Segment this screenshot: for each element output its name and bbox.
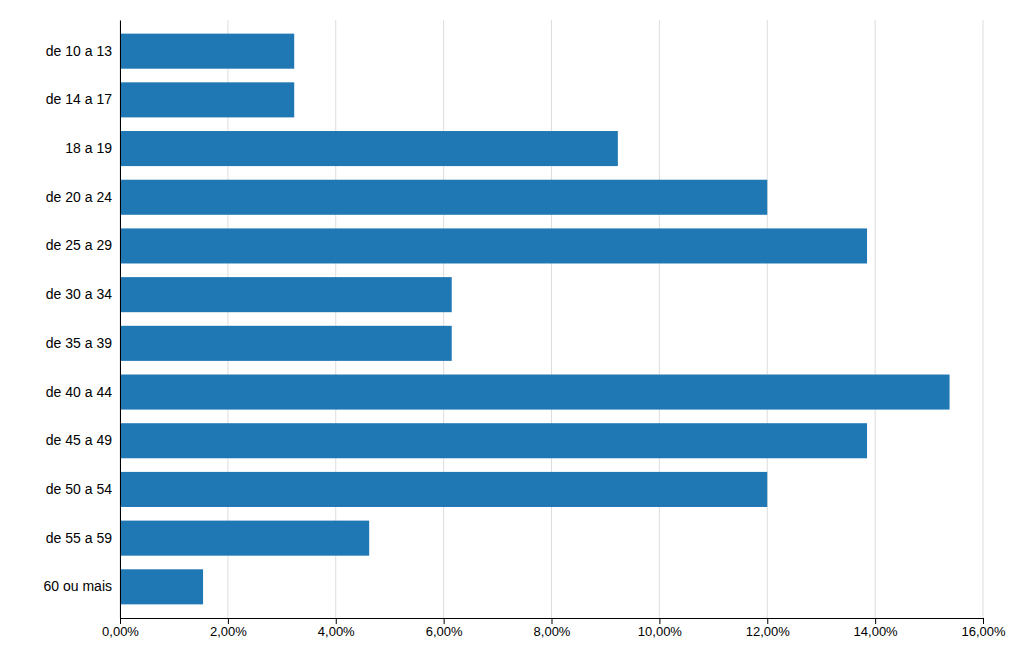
x-tick: 8,00% [534, 618, 571, 639]
x-tick: 10,00% [638, 618, 683, 639]
y-tick: de 10 a 13 [46, 43, 120, 59]
bar [120, 277, 452, 312]
grid-line [659, 20, 660, 618]
x-tick-label: 2,00% [210, 624, 247, 639]
y-tick-label: de 14 a 17 [46, 91, 112, 107]
y-tick: de 55 a 59 [46, 530, 120, 546]
bar [120, 326, 452, 361]
bar [120, 423, 867, 458]
x-axis-line [121, 619, 984, 625]
x-tick: 0,00% [102, 618, 139, 639]
x-tick-mark [875, 618, 876, 624]
y-tick-label: de 10 a 13 [46, 43, 112, 59]
bar [120, 375, 950, 410]
bar [120, 569, 203, 604]
x-tick-mark [767, 618, 768, 624]
y-tick-label: de 50 a 54 [46, 481, 112, 497]
bar [120, 228, 867, 263]
y-tick-label: de 35 a 39 [46, 335, 112, 351]
y-tick-label: de 25 a 29 [46, 237, 112, 253]
y-tick: de 35 a 39 [46, 335, 120, 351]
y-axis: de 10 a 13 de 14 a 17 18 a 19 de 20 a 24 de … [44, 21, 121, 619]
grid-line [120, 20, 121, 618]
y-tick: 60 ou mais [44, 578, 120, 594]
y-tick-label: 18 a 19 [65, 140, 112, 156]
x-tick-label: 8,00% [534, 624, 571, 639]
grid-line [767, 20, 768, 618]
x-tick: 12,00% [746, 618, 791, 639]
x-tick: 6,00% [426, 618, 463, 639]
x-tick-label: 4,00% [318, 624, 355, 639]
x-tick: 2,00% [210, 618, 247, 639]
y-tick-label: de 55 a 59 [46, 530, 112, 546]
x-tick: 4,00% [318, 618, 355, 639]
y-tick-label: 60 ou mais [44, 578, 112, 594]
plot: 0,00% 2,00% 4,00% 6,00% 8,00% 10,00% 12,00% 14,… [44, 20, 1006, 639]
bar [120, 82, 294, 117]
x-tick-mark [659, 618, 660, 624]
bar [120, 34, 294, 69]
grid [120, 20, 983, 618]
x-tick-mark [120, 618, 121, 624]
x-tick: 16,00% [961, 618, 1006, 639]
y-tick: de 25 a 29 [46, 237, 120, 253]
x-tick-mark [336, 618, 337, 624]
x-tick-label: 16,00% [961, 624, 1006, 639]
x-axis: 0,00% 2,00% 4,00% 6,00% 8,00% 10,00% 12,00% 14,… [102, 618, 1006, 639]
y-tick: de 20 a 24 [46, 189, 120, 205]
bar [120, 131, 618, 166]
x-tick-label: 14,00% [854, 624, 899, 639]
y-tick: de 30 a 34 [46, 286, 120, 302]
y-tick-label: de 40 a 44 [46, 384, 112, 400]
y-tick: de 14 a 17 [46, 91, 120, 107]
x-tick-label: 6,00% [426, 624, 463, 639]
y-tick: de 45 a 49 [46, 432, 120, 448]
x-tick-mark [228, 618, 229, 624]
y-tick: 18 a 19 [65, 140, 120, 156]
x-tick-mark [444, 618, 445, 624]
bar [120, 521, 369, 556]
x-tick-mark [552, 618, 553, 624]
y-tick-label: de 20 a 24 [46, 189, 112, 205]
x-tick-mark [983, 618, 984, 624]
y-axis-line [120, 21, 121, 619]
y-tick-label: de 45 a 49 [46, 432, 112, 448]
bars [120, 34, 950, 605]
grid-line [875, 20, 876, 618]
grid-line [983, 20, 984, 618]
x-tick-label: 0,00% [102, 624, 139, 639]
x-tick-label: 12,00% [746, 624, 791, 639]
bar [120, 472, 767, 507]
chart: 0,00% 2,00% 4,00% 6,00% 8,00% 10,00% 12,00% 14,… [0, 0, 1023, 658]
x-tick: 14,00% [854, 618, 899, 639]
grid-line [443, 20, 444, 618]
bar [120, 180, 767, 215]
y-tick-label: de 30 a 34 [46, 286, 112, 302]
y-tick: de 40 a 44 [46, 384, 120, 400]
grid-line [551, 20, 552, 618]
x-tick-label: 10,00% [638, 624, 683, 639]
y-tick: de 50 a 54 [46, 481, 120, 497]
